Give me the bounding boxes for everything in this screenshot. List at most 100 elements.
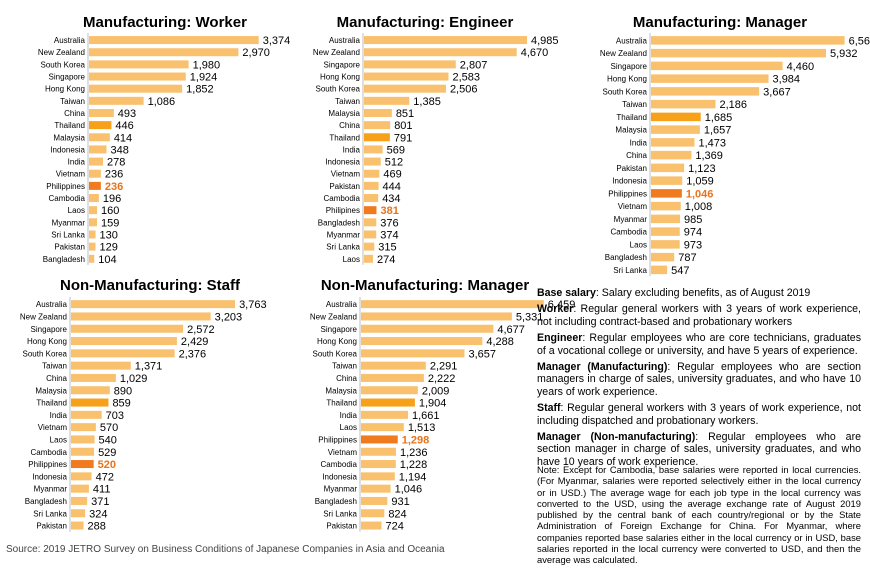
value-label-indonesia: 472 <box>96 471 114 483</box>
category-label-philipines: Philipines <box>326 206 360 215</box>
bar-vietnam <box>364 169 380 178</box>
category-label-australia: Australia <box>36 300 68 309</box>
bar-australia <box>89 36 259 45</box>
bar-laos <box>71 435 95 444</box>
category-label-pakistan: Pakistan <box>616 164 647 173</box>
bar-chart-manufacturing-engineer: Australia 4,985 New Zealand 4,670 Singapore 2… <box>313 33 559 266</box>
value-label-india: 1,661 <box>412 410 440 422</box>
value-label-vietnam: 570 <box>100 422 118 434</box>
value-label-south-korea: 2,376 <box>179 348 207 360</box>
category-label-myanmar: Myanmar <box>327 230 361 239</box>
category-label-indonesia: Indonesia <box>612 177 647 186</box>
bar-chart-manufacturing-manager: Australia 6,562 New Zealand 5,932 Singapore 4… <box>600 33 870 277</box>
category-label-pakistan: Pakistan <box>326 522 357 531</box>
category-label-new-zealand: New Zealand <box>600 49 647 58</box>
value-label-taiwan: 1,086 <box>148 96 176 108</box>
value-label-indonesia: 512 <box>385 157 403 169</box>
bar-laos <box>361 423 404 432</box>
bar-south-korea <box>361 349 465 358</box>
value-label-sri-lanka: 324 <box>89 508 107 520</box>
bar-laos <box>89 206 98 215</box>
category-label-taiwan: Taiwan <box>60 97 85 106</box>
panel-manufacturing-manager: Manufacturing: Manager Australia 6,562 New… <box>570 14 870 284</box>
value-label-australia: 6,562 <box>849 35 870 47</box>
value-label-hong-kong: 1,852 <box>186 84 214 96</box>
category-label-new-zealand: New Zealand <box>313 48 360 57</box>
value-label-china: 1,369 <box>695 150 723 162</box>
bar-pakistan <box>361 521 382 530</box>
category-label-malaysia: Malaysia <box>35 386 67 395</box>
bar-australia <box>361 300 544 309</box>
value-label-new-zealand: 4,670 <box>521 47 549 59</box>
value-label-laos: 274 <box>377 254 395 266</box>
chart-title: Non-Manufacturing: Manager <box>320 277 530 294</box>
value-label-china: 493 <box>118 108 136 120</box>
bar-philippines <box>651 189 682 198</box>
bar-thailand <box>651 112 701 122</box>
category-label-bangladesh: Bangladesh <box>318 218 360 227</box>
bar-philippines <box>71 460 94 469</box>
bar-taiwan <box>71 361 131 370</box>
bar-india <box>651 138 695 147</box>
value-label-indonesia: 1,194 <box>399 471 427 483</box>
chart-title: Non-Manufacturing: Staff <box>60 277 240 294</box>
bar-bangladesh <box>71 496 88 505</box>
value-label-cambodia: 529 <box>98 447 116 459</box>
bar-india <box>89 157 103 166</box>
category-label-australia: Australia <box>326 300 358 309</box>
bar-cambodia <box>71 447 95 456</box>
bar-china <box>89 108 114 117</box>
definition-term: Staff <box>537 402 561 415</box>
value-label-laos: 160 <box>101 205 119 217</box>
category-label-hong-kong: Hong Kong <box>320 73 360 82</box>
bar-new-zealand <box>71 312 211 321</box>
category-label-china: China <box>46 374 67 383</box>
value-label-myanmar: 985 <box>684 214 702 226</box>
bar-sri-lanka <box>651 265 668 275</box>
bar-new-zealand <box>89 48 239 57</box>
category-label-bangladesh: Bangladesh <box>315 497 357 506</box>
category-label-indonesia: Indonesia <box>32 472 67 481</box>
category-label-cambodia: Cambodia <box>611 228 648 237</box>
bar-china <box>651 150 692 160</box>
definition-text: : Regular employees who are core technic… <box>537 332 861 357</box>
bar-bangladesh <box>89 254 95 263</box>
bar-india <box>364 145 383 154</box>
value-label-malaysia: 890 <box>114 385 132 397</box>
bar-hong-kong <box>89 84 183 93</box>
value-label-singapore: 2,807 <box>460 59 488 71</box>
value-label-philippines: 1,298 <box>402 434 430 446</box>
category-label-cambodia: Cambodia <box>49 194 86 203</box>
category-label-south-korea: South Korea <box>603 87 648 96</box>
value-label-thailand: 1,685 <box>705 112 733 124</box>
category-label-australia: Australia <box>54 36 86 45</box>
category-label-bangladesh: Bangladesh <box>605 253 647 262</box>
bar-pakistan <box>89 242 96 251</box>
bar-vietnam <box>651 201 681 211</box>
bar-thailand <box>71 398 109 407</box>
value-label-indonesia: 348 <box>111 144 129 156</box>
value-label-new-zealand: 5,331 <box>516 311 544 323</box>
value-label-sri-lanka: 824 <box>388 508 406 520</box>
category-label-new-zealand: New Zealand <box>310 312 357 321</box>
value-label-south-korea: 3,667 <box>763 86 791 98</box>
category-label-pakistan: Pakistan <box>54 243 85 252</box>
value-label-singapore: 2,572 <box>187 324 215 336</box>
bar-malaysia <box>71 386 110 395</box>
category-label-taiwan: Taiwan <box>335 97 360 106</box>
category-label-vietnam: Vietnam <box>56 170 86 179</box>
category-label-laos: Laos <box>50 435 67 444</box>
category-label-thailand: Thailand <box>616 113 647 122</box>
bar-hong-kong <box>71 337 177 346</box>
category-label-malaysia: Malaysia <box>53 133 85 142</box>
value-label-pakistan: 1,123 <box>688 163 716 175</box>
value-label-myanmar: 374 <box>380 229 398 241</box>
value-label-china: 801 <box>394 120 412 132</box>
value-label-new-zealand: 5,932 <box>830 48 858 60</box>
definition-text: : Regular employees who are section mana… <box>537 361 861 398</box>
bar-myanmar <box>364 230 377 239</box>
value-label-vietnam: 469 <box>383 169 401 181</box>
category-label-china: China <box>339 121 360 130</box>
value-label-laos: 1,513 <box>408 422 436 434</box>
bar-malaysia <box>89 133 110 142</box>
